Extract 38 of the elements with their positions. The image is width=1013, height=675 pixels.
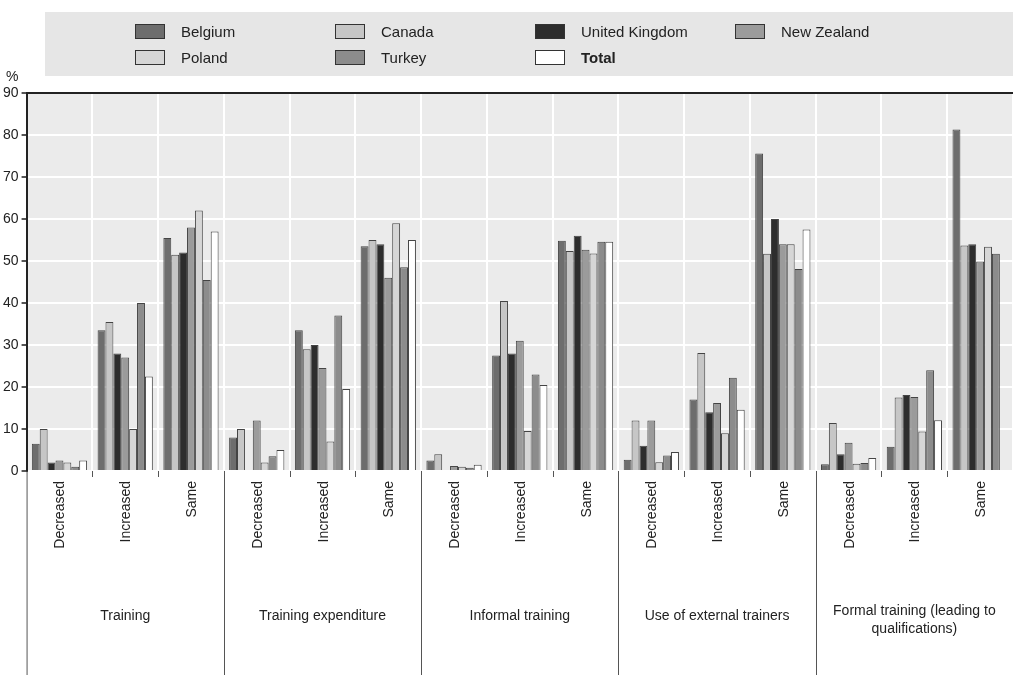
y-tick-label: 80 [2,125,19,142]
legend-label: Belgium [181,22,236,40]
x-tick-label: Decreased [840,481,857,549]
legend-label: Turkey [381,48,427,66]
legend-label: Poland [181,48,228,66]
x-tick-label: Same [380,480,397,518]
x-tick-label: Increased [314,481,331,543]
text: Formal training (leading to qualifications) [833,602,996,636]
x-tick-label: Increased [117,481,134,543]
x-tick-label: Decreased [643,481,660,549]
y-tick-label: 0 [10,461,19,478]
legend-label: Total [581,48,616,66]
x-tick-label: Increased [511,481,528,543]
y-tick-label: 70 [2,167,19,184]
x-tick-label: Increased [906,481,923,543]
x-tick-label: Same [182,480,199,518]
text: Training expenditure [258,607,387,623]
legend-label: Canada [381,22,434,40]
y-tick-label: 90 [2,83,19,100]
text: Use of external trainers [644,607,790,623]
x-tick-label: Increased [709,481,726,543]
y-tick-label: 50 [2,251,19,268]
x-tick-label: Same [774,480,791,518]
y-tick-label: 40 [2,293,19,310]
x-tick-label: Same [577,480,594,518]
y-tick-label: 20 [2,377,19,394]
x-tick-label: Decreased [51,481,68,549]
x-tick-label: Same [972,480,989,518]
text: Informal training [469,607,570,623]
legend-label: New Zealand [781,22,870,40]
x-tick-label: Decreased [446,481,463,549]
text: Training [100,607,151,623]
x-tick-label: Decreased [248,481,265,549]
y-tick-label: 10 [2,419,19,436]
y-tick-label: 30 [2,335,19,352]
y-tick-label: 60 [2,209,19,226]
legend-label: United Kingdom [581,22,688,40]
y-axis-title: % [6,68,19,84]
